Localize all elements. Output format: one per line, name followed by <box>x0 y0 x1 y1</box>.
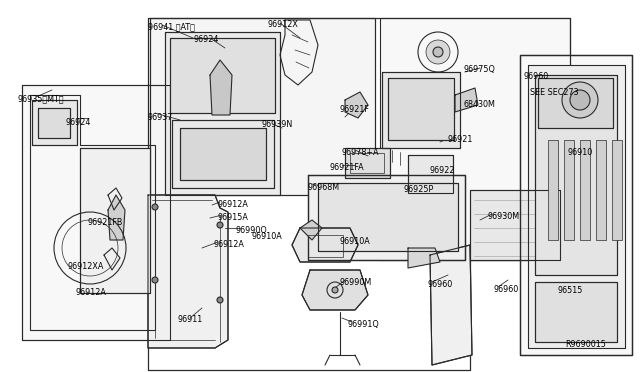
Circle shape <box>426 40 450 64</box>
Text: 96921F: 96921F <box>340 105 370 114</box>
Text: 96924: 96924 <box>65 118 90 127</box>
Text: 96912XA: 96912XA <box>68 262 104 271</box>
Bar <box>408 155 453 193</box>
Text: 96922: 96922 <box>430 166 456 175</box>
Bar <box>612 140 622 240</box>
Text: 96968M: 96968M <box>308 183 340 192</box>
Text: 96910: 96910 <box>568 148 593 157</box>
Bar <box>38 108 70 138</box>
Bar <box>538 78 613 128</box>
Polygon shape <box>455 88 478 112</box>
Text: 96930M: 96930M <box>488 212 520 221</box>
Text: 68430M: 68430M <box>464 100 496 109</box>
Text: 96921: 96921 <box>448 135 474 144</box>
Circle shape <box>152 277 158 283</box>
Text: 96912A: 96912A <box>218 200 249 209</box>
Bar <box>596 140 606 240</box>
Bar <box>535 282 617 342</box>
Bar <box>32 100 77 145</box>
Bar <box>538 78 613 128</box>
Bar <box>520 55 632 355</box>
Bar <box>172 120 274 188</box>
Bar <box>180 128 266 180</box>
Polygon shape <box>300 220 322 240</box>
Polygon shape <box>302 270 368 310</box>
Polygon shape <box>382 72 460 148</box>
Bar <box>564 140 574 240</box>
Text: 96990Q: 96990Q <box>236 226 268 235</box>
Bar <box>388 78 454 140</box>
Bar <box>308 235 343 257</box>
Circle shape <box>433 47 443 57</box>
Text: 96921FB: 96921FB <box>88 218 124 227</box>
Polygon shape <box>345 148 390 178</box>
Text: 96991Q: 96991Q <box>348 320 380 329</box>
Bar <box>172 120 274 188</box>
Text: 96912A: 96912A <box>75 288 106 297</box>
Polygon shape <box>108 195 125 240</box>
Circle shape <box>562 82 598 118</box>
Bar <box>318 183 458 251</box>
Circle shape <box>217 297 223 303</box>
Text: 96910A: 96910A <box>252 232 283 241</box>
Polygon shape <box>408 248 440 268</box>
Text: 96515: 96515 <box>558 286 584 295</box>
Text: SEE SEC273: SEE SEC273 <box>530 88 579 97</box>
Polygon shape <box>165 32 280 195</box>
Bar <box>350 153 384 173</box>
Bar <box>580 140 590 240</box>
Text: 96960: 96960 <box>494 285 519 294</box>
Text: 96975Q: 96975Q <box>464 65 496 74</box>
Polygon shape <box>520 55 632 355</box>
Bar <box>170 38 275 113</box>
Polygon shape <box>292 228 358 262</box>
Text: 96911: 96911 <box>178 315 204 324</box>
Text: 96978+A: 96978+A <box>342 148 380 157</box>
Polygon shape <box>380 18 570 260</box>
Text: 96935（MT）: 96935（MT） <box>18 94 65 103</box>
Polygon shape <box>150 18 375 195</box>
Bar <box>32 100 77 145</box>
Polygon shape <box>308 175 465 260</box>
Bar <box>408 155 453 193</box>
Polygon shape <box>528 65 625 348</box>
Text: 96941 （AT）: 96941 （AT） <box>148 22 195 31</box>
Polygon shape <box>148 195 228 348</box>
Text: 96912X: 96912X <box>267 20 298 29</box>
Bar <box>388 78 454 140</box>
Bar <box>80 148 150 293</box>
Bar <box>180 128 266 180</box>
Bar <box>535 282 617 342</box>
Bar <box>38 108 70 138</box>
Bar <box>318 183 458 251</box>
Bar <box>170 38 275 113</box>
Bar <box>535 75 617 275</box>
Text: 96924: 96924 <box>193 35 218 44</box>
Text: 96921FA: 96921FA <box>330 163 365 172</box>
Text: 96960: 96960 <box>524 72 549 81</box>
Text: 96915A: 96915A <box>218 213 249 222</box>
Circle shape <box>217 222 223 228</box>
Text: R9690015: R9690015 <box>565 340 606 349</box>
Polygon shape <box>345 92 368 118</box>
Text: 96939N: 96939N <box>262 120 293 129</box>
Circle shape <box>152 204 158 210</box>
Polygon shape <box>430 245 472 365</box>
Text: 96990M: 96990M <box>340 278 372 287</box>
Text: 96937: 96937 <box>148 113 173 122</box>
Polygon shape <box>22 85 170 340</box>
Bar <box>80 148 150 293</box>
Bar <box>535 75 617 275</box>
Text: 96960: 96960 <box>428 280 453 289</box>
Text: 96912A: 96912A <box>214 240 245 249</box>
Text: 96925P: 96925P <box>404 185 435 194</box>
Bar <box>548 140 558 240</box>
Text: 96910A: 96910A <box>340 237 371 246</box>
Circle shape <box>570 90 590 110</box>
Polygon shape <box>470 190 560 260</box>
Polygon shape <box>210 60 232 115</box>
Circle shape <box>332 287 338 293</box>
